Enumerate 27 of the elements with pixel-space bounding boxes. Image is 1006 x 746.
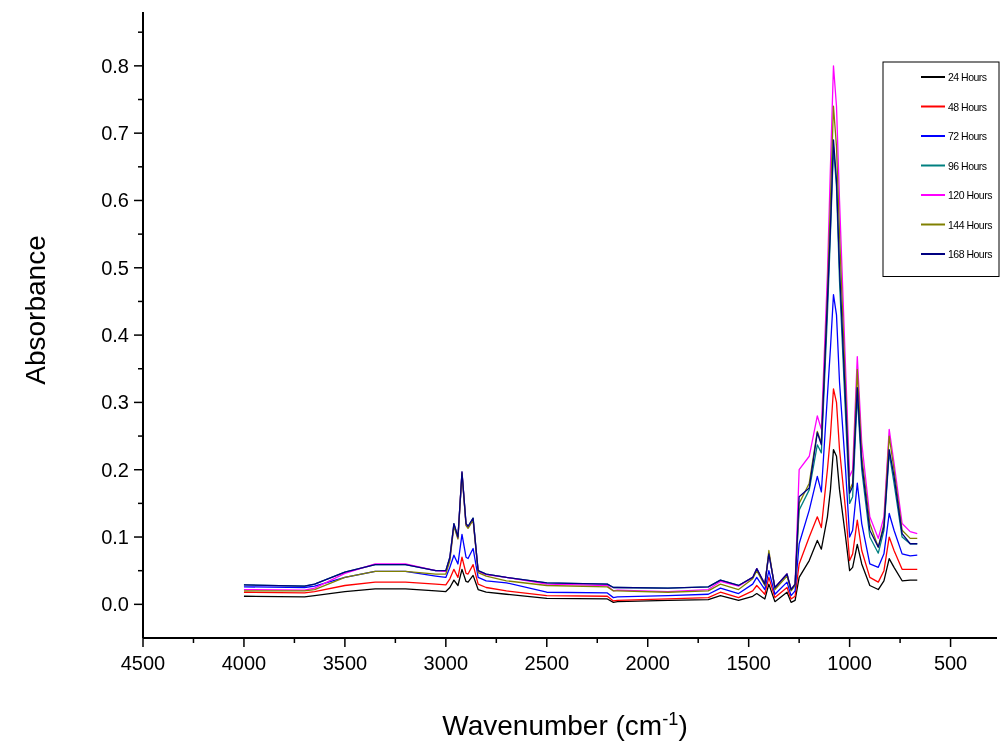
y-tick-label: 0.8 <box>101 54 129 77</box>
legend-label: 48 Hours <box>948 100 987 113</box>
y-axis-title: Absorbance <box>20 235 51 385</box>
y-tick-label: 0.7 <box>101 122 129 145</box>
y-tick-label: 0.1 <box>101 526 129 549</box>
x-tick-label: 3000 <box>423 652 469 674</box>
y-tick-label: 0.3 <box>101 391 129 414</box>
y-tick-label: 0.5 <box>101 256 129 279</box>
x-tick-label: 3500 <box>322 652 368 674</box>
x-tick-label: 1000 <box>827 652 872 674</box>
legend-label: 120 Hours <box>948 189 993 201</box>
y-tick-label: 0.4 <box>101 324 129 347</box>
y-tick-label: 0.0 <box>101 593 129 616</box>
x-tick-label: 2500 <box>524 652 570 674</box>
legend-label: 24 Hours <box>948 71 987 83</box>
x-tick-label: 500 <box>933 652 968 674</box>
legend-label: 144 Hours <box>948 218 993 231</box>
legend-label: 168 Hours <box>948 248 993 260</box>
y-tick-label: 0.6 <box>101 189 129 212</box>
y-tick-label: 0.2 <box>101 458 129 481</box>
x-tick-label: 1500 <box>726 652 771 674</box>
legend-label: 72 Hours <box>948 130 987 142</box>
x-tick-label: 2000 <box>625 652 670 674</box>
x-axis-title: Wavenumber (cm$^{-1}$) <box>442 709 688 741</box>
x-tick-label: 4500 <box>120 652 166 674</box>
legend-label: 96 Hours <box>948 159 987 172</box>
x-tick-label: 4000 <box>221 652 267 674</box>
